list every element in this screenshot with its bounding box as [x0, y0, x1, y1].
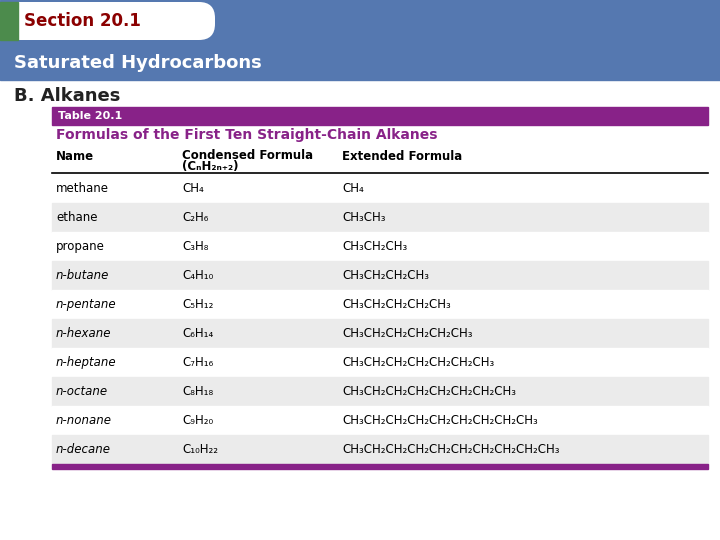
Text: Extended Formula: Extended Formula — [342, 150, 462, 163]
Bar — [52, 406, 708, 435]
Bar — [52, 203, 708, 232]
Text: CH₃CH₂CH₃: CH₃CH₂CH₃ — [342, 240, 408, 253]
Bar — [52, 261, 708, 290]
Text: ethane: ethane — [56, 211, 97, 224]
Text: CH₃CH₂CH₂CH₂CH₂CH₂CH₃: CH₃CH₂CH₂CH₂CH₂CH₂CH₃ — [342, 356, 494, 369]
Bar — [52, 435, 708, 464]
Text: CH₄: CH₄ — [342, 182, 364, 195]
Text: C₂H₆: C₂H₆ — [182, 211, 208, 224]
Text: CH₃CH₂CH₂CH₂CH₃: CH₃CH₂CH₂CH₂CH₃ — [342, 298, 451, 311]
Bar — [52, 377, 708, 406]
Text: CH₃CH₂CH₂CH₃: CH₃CH₂CH₂CH₃ — [342, 269, 429, 282]
Text: (CₙH₂ₙ₊₂): (CₙH₂ₙ₊₂) — [182, 160, 238, 173]
Text: Section 20.1: Section 20.1 — [24, 12, 141, 30]
Text: C₅H₁₂: C₅H₁₂ — [182, 298, 213, 311]
Text: C₃H₈: C₃H₈ — [182, 240, 208, 253]
Bar — [0, 2, 18, 40]
Bar — [52, 107, 708, 125]
Text: CH₃CH₂CH₂CH₂CH₂CH₃: CH₃CH₂CH₂CH₂CH₂CH₃ — [342, 327, 472, 340]
Text: Table 20.1: Table 20.1 — [58, 111, 122, 121]
Text: C₆H₁₄: C₆H₁₄ — [182, 327, 213, 340]
Text: Saturated Hydrocarbons: Saturated Hydrocarbons — [14, 54, 262, 72]
Text: propane: propane — [56, 240, 105, 253]
Text: n-butane: n-butane — [56, 269, 109, 282]
Text: C₁₀H₂₂: C₁₀H₂₂ — [182, 443, 218, 456]
Text: B. Alkanes: B. Alkanes — [14, 87, 120, 105]
Text: methane: methane — [56, 182, 109, 195]
Bar — [52, 290, 708, 319]
Text: C₈H₁₈: C₈H₁₈ — [182, 385, 213, 398]
Text: n-pentane: n-pentane — [56, 298, 117, 311]
Bar — [0, 46, 720, 80]
FancyBboxPatch shape — [0, 2, 215, 40]
Bar — [52, 232, 708, 261]
Text: CH₃CH₂CH₂CH₂CH₂CH₂CH₂CH₃: CH₃CH₂CH₂CH₂CH₂CH₂CH₂CH₃ — [342, 385, 516, 398]
Bar — [52, 319, 708, 348]
Bar — [52, 174, 708, 203]
Text: n-hexane: n-hexane — [56, 327, 112, 340]
Bar — [52, 348, 708, 377]
Bar — [0, 0, 720, 46]
Text: n-octane: n-octane — [56, 385, 108, 398]
Text: n-nonane: n-nonane — [56, 414, 112, 427]
Text: C₉H₂₀: C₉H₂₀ — [182, 414, 213, 427]
Text: CH₃CH₂CH₂CH₂CH₂CH₂CH₂CH₂CH₃: CH₃CH₂CH₂CH₂CH₂CH₂CH₂CH₂CH₃ — [342, 414, 538, 427]
Text: Condensed Formula: Condensed Formula — [182, 149, 313, 162]
Text: CH₃CH₂CH₂CH₂CH₂CH₂CH₂CH₂CH₂CH₃: CH₃CH₂CH₂CH₂CH₂CH₂CH₂CH₂CH₂CH₃ — [342, 443, 559, 456]
Text: CH₃CH₃: CH₃CH₃ — [342, 211, 385, 224]
Text: n-heptane: n-heptane — [56, 356, 117, 369]
Text: n-decane: n-decane — [56, 443, 111, 456]
Text: C₄H₁₀: C₄H₁₀ — [182, 269, 213, 282]
Bar — [52, 464, 708, 469]
Text: Formulas of the First Ten Straight-Chain Alkanes: Formulas of the First Ten Straight-Chain… — [56, 128, 438, 142]
Text: CH₄: CH₄ — [182, 182, 204, 195]
Text: Name: Name — [56, 150, 94, 163]
Text: C₇H₁₆: C₇H₁₆ — [182, 356, 213, 369]
